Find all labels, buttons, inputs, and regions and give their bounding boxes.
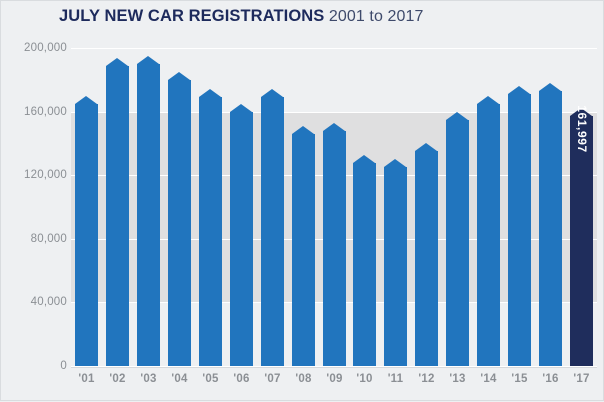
bar-pointed-cap bbox=[323, 122, 345, 131]
bar-pointed-cap bbox=[292, 125, 314, 134]
bar-pointed-cap bbox=[75, 95, 97, 104]
bar-12[interactable] bbox=[415, 143, 438, 366]
bar-pointed-cap bbox=[106, 57, 128, 66]
bar-10[interactable] bbox=[353, 154, 376, 366]
x-axis-tick-label: '16 bbox=[542, 373, 559, 385]
x-axis-tick-label: '07 bbox=[264, 373, 281, 385]
bar-body bbox=[353, 162, 376, 366]
x-axis-tick-label: '09 bbox=[326, 373, 343, 385]
bar-04[interactable] bbox=[168, 71, 191, 366]
bar-pointed-cap bbox=[168, 71, 190, 80]
bar-16[interactable] bbox=[539, 82, 562, 366]
x-axis-tick-label: '12 bbox=[418, 373, 435, 385]
x-axis-tick-label: '04 bbox=[171, 373, 188, 385]
x-axis-tick-label: '13 bbox=[449, 373, 466, 385]
y-axis-tick-label: 80,000 bbox=[30, 232, 67, 245]
bar-05[interactable] bbox=[199, 89, 222, 366]
bar-11[interactable] bbox=[384, 159, 407, 366]
bar-pointed-cap bbox=[137, 55, 159, 64]
y-axis-tick-label: 120,000 bbox=[24, 169, 67, 182]
bar-pointed-cap bbox=[477, 95, 499, 104]
bar-pointed-cap bbox=[261, 89, 283, 98]
bar-body bbox=[415, 151, 438, 366]
x-axis-tick-label: '17 bbox=[573, 373, 590, 385]
bar-13[interactable] bbox=[446, 111, 469, 366]
x-axis-tick-label: '14 bbox=[480, 373, 497, 385]
bar-01[interactable] bbox=[75, 95, 98, 366]
x-axis-tick-label: '03 bbox=[140, 373, 157, 385]
bar-body bbox=[292, 133, 315, 366]
gridline-200000 bbox=[71, 48, 597, 49]
bar-value-label: 161,997 bbox=[574, 105, 589, 154]
bar-pointed-cap bbox=[508, 86, 530, 95]
gridline-160000 bbox=[71, 111, 597, 113]
bar-pointed-cap bbox=[570, 108, 592, 117]
x-axis-tick-label: '01 bbox=[78, 373, 95, 385]
bar-09[interactable] bbox=[323, 122, 346, 366]
bar-body bbox=[137, 63, 160, 366]
bar-pointed-cap bbox=[415, 143, 437, 152]
y-axis-tick-label: 200,000 bbox=[24, 42, 67, 54]
chart-title-main: JULY NEW CAR REGISTRATIONS bbox=[59, 7, 325, 25]
bar-pointed-cap bbox=[230, 103, 252, 112]
x-axis-tick-label: '11 bbox=[387, 373, 404, 385]
bar-body bbox=[539, 90, 562, 366]
bar-07[interactable] bbox=[261, 89, 284, 366]
bar-body bbox=[199, 97, 222, 366]
bar-body bbox=[446, 119, 469, 366]
x-axis-tick-label: '02 bbox=[109, 373, 126, 385]
x-axis-tick-label: '06 bbox=[233, 373, 250, 385]
bar-body bbox=[106, 65, 129, 366]
y-axis-tick-label: 160,000 bbox=[24, 105, 67, 118]
bar-pointed-cap bbox=[199, 89, 221, 98]
bar-pointed-cap bbox=[539, 82, 561, 91]
bar-body bbox=[508, 94, 531, 366]
bar-pointed-cap bbox=[446, 111, 468, 120]
bar-body bbox=[168, 79, 191, 366]
bar-15[interactable] bbox=[508, 86, 531, 366]
bar-body bbox=[477, 103, 500, 366]
bar-02[interactable] bbox=[106, 57, 129, 366]
bar-08[interactable] bbox=[292, 125, 315, 366]
bar-06[interactable] bbox=[230, 103, 253, 366]
bar-14[interactable] bbox=[477, 95, 500, 366]
chart-title: JULY NEW CAR REGISTRATIONS 2001 to 2017 bbox=[59, 8, 424, 25]
x-axis-tick-label: '15 bbox=[511, 373, 528, 385]
bar-body bbox=[570, 116, 593, 366]
bar-body bbox=[75, 103, 98, 366]
x-axis-tick-label: '10 bbox=[356, 373, 373, 385]
x-axis-tick-label: '05 bbox=[202, 373, 219, 385]
bar-body bbox=[230, 111, 253, 366]
x-axis-line bbox=[71, 367, 597, 368]
chart-title-subtitle: 2001 to 2017 bbox=[328, 8, 424, 25]
bar-body bbox=[323, 130, 346, 366]
bar-pointed-cap bbox=[353, 154, 375, 163]
bar-17[interactable]: 161,997 bbox=[570, 105, 593, 366]
bar-body bbox=[384, 167, 407, 366]
x-axis-tick-label: '08 bbox=[295, 373, 312, 385]
bar-pointed-cap bbox=[384, 159, 406, 168]
bar-body bbox=[261, 97, 284, 366]
y-axis-tick-label: 0 bbox=[60, 360, 67, 372]
y-axis-tick-label: 40,000 bbox=[30, 296, 67, 309]
bar-03[interactable] bbox=[137, 55, 160, 366]
